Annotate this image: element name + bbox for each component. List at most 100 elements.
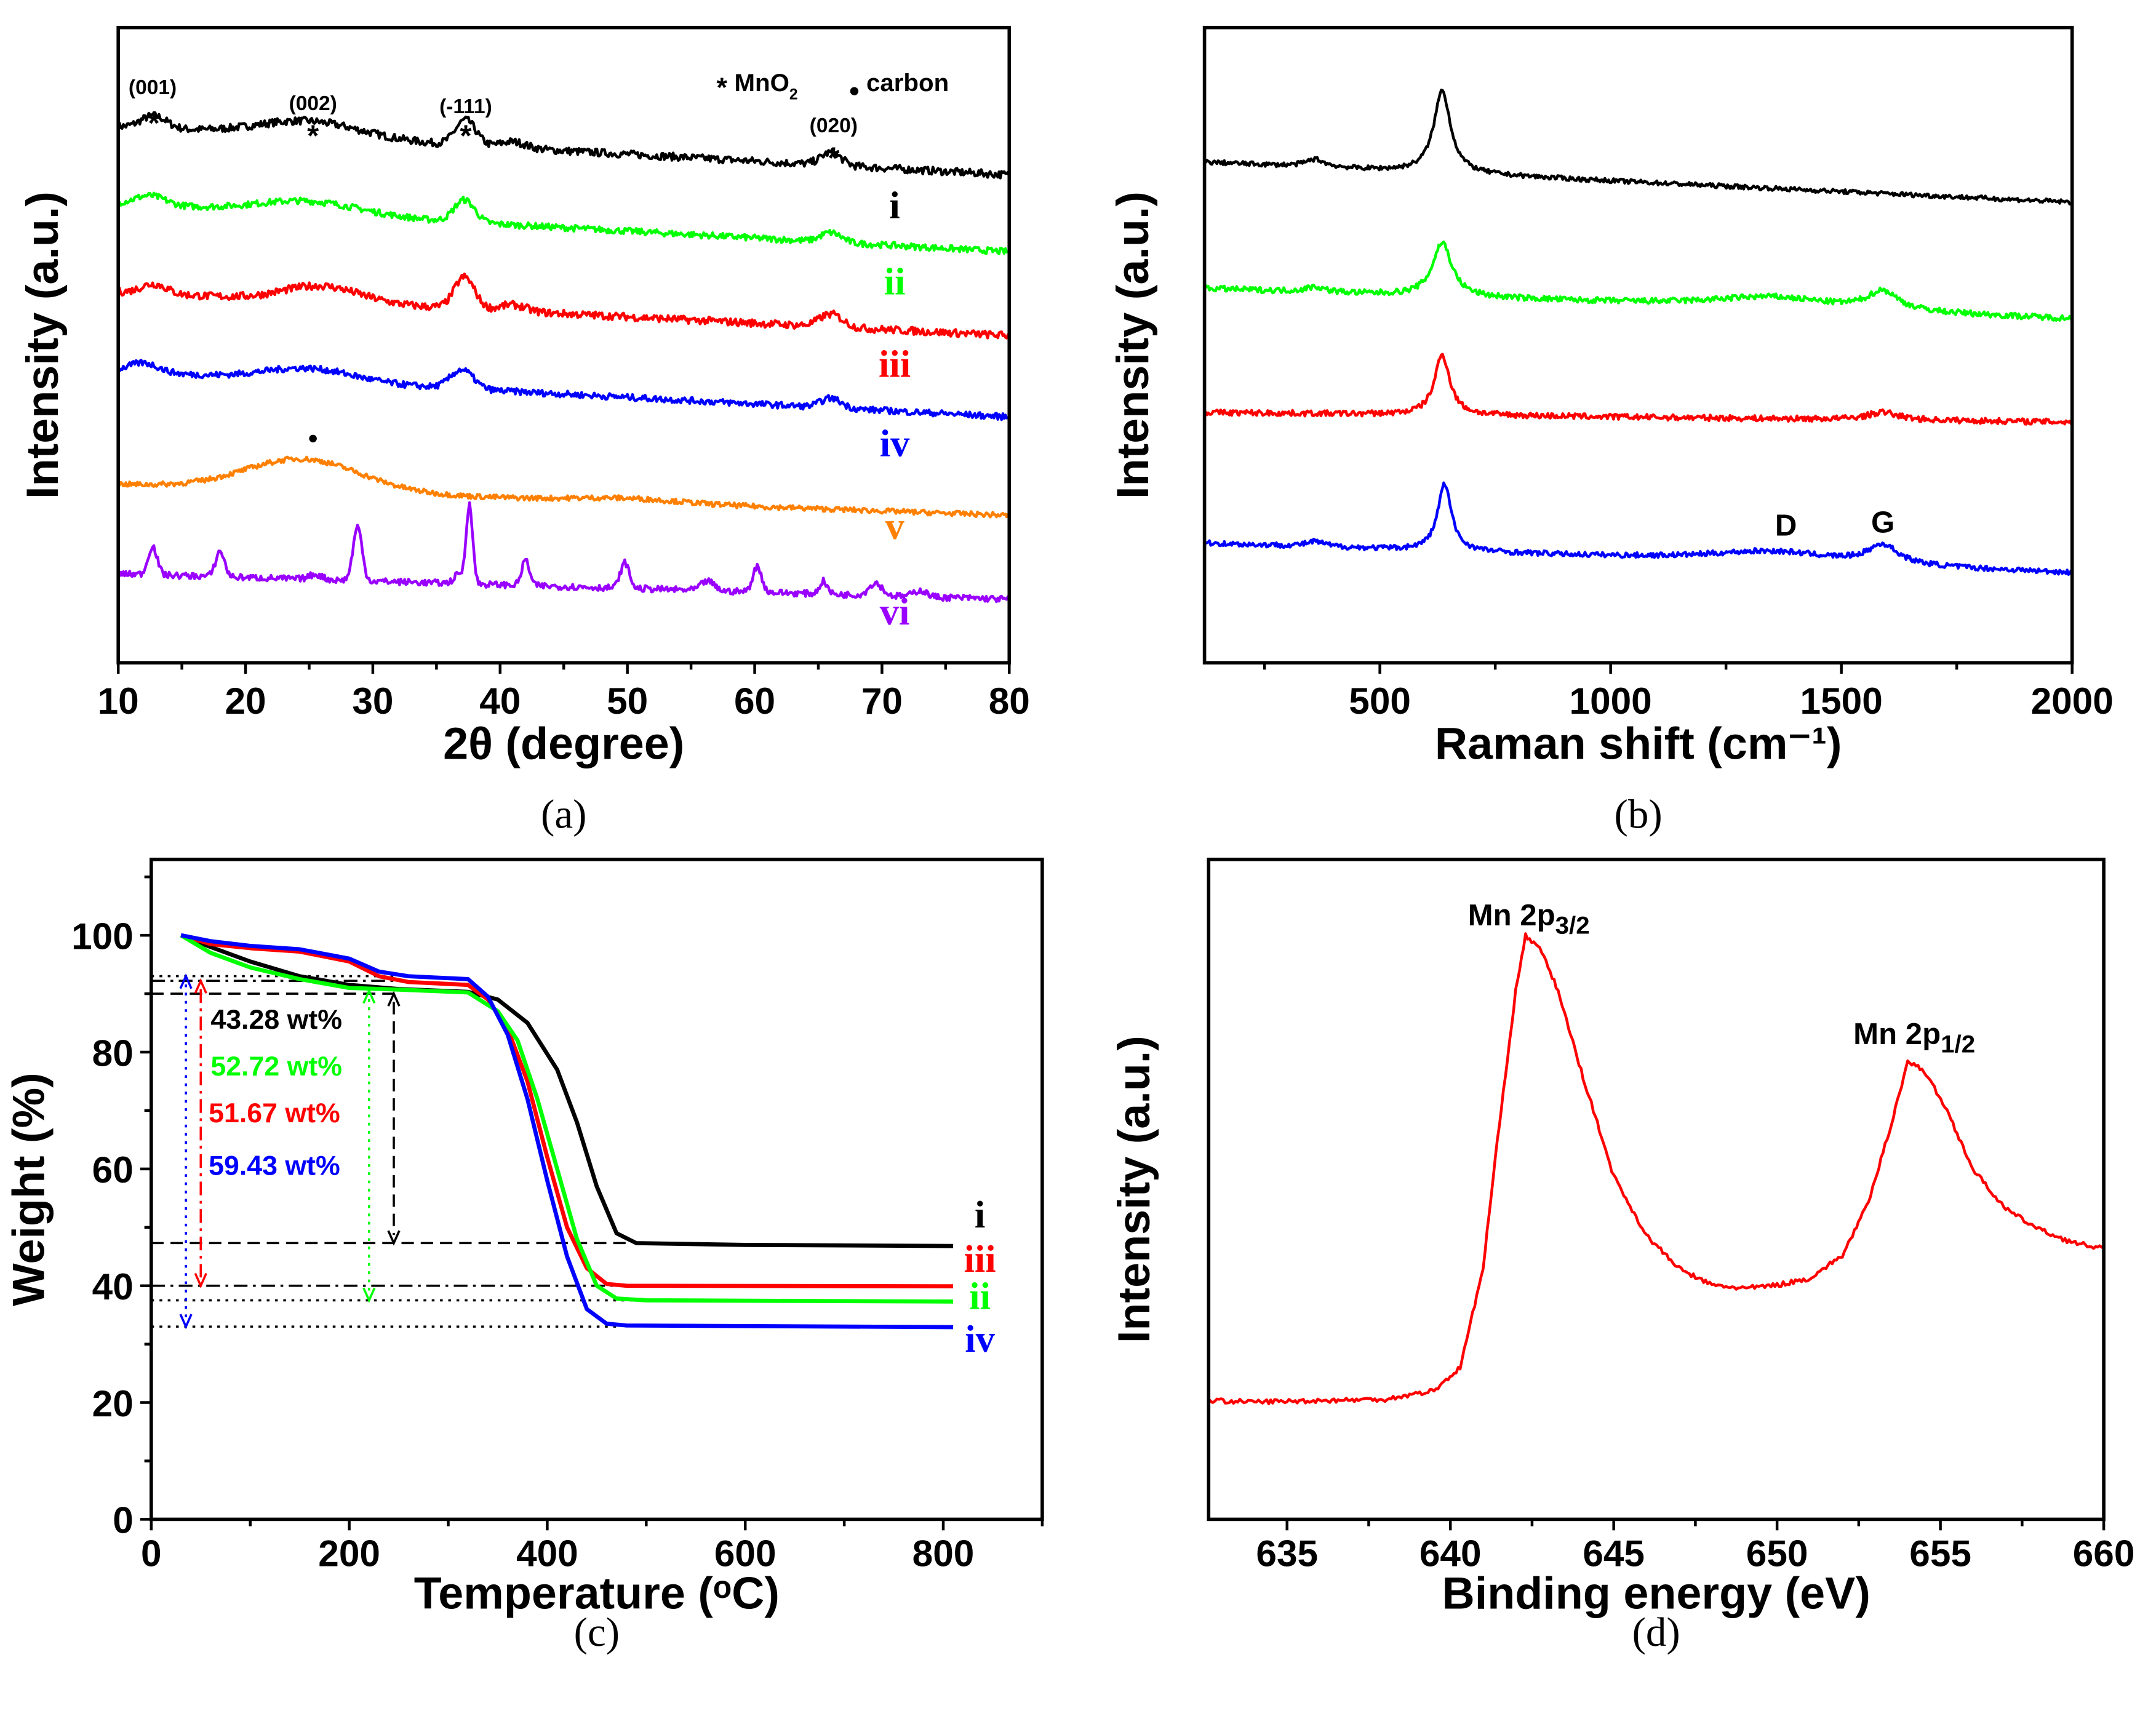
panel-a: 10 20 30 40 50 60 70 80 2θ (degree) Intensity (a.…	[17, 25, 1030, 837]
panel-label: (b)	[1615, 791, 1663, 837]
y-axis-label: Intensity (a.u.)	[1107, 191, 1158, 499]
plot-frame	[116, 25, 1012, 664]
panel-c: 0 200 400 600 800 0 20 40 60 80 100 Temperature (ᵒC…	[3, 857, 1044, 1655]
carbon-marker: ●	[308, 428, 319, 448]
series-line-green	[1204, 240, 2072, 322]
annotation: (-111)	[439, 95, 492, 118]
panel-d: 635 640 645 650 655 660 Binding energy (eV) Int…	[1108, 857, 2135, 1655]
peak-label: Mn 2p1/2	[1853, 1017, 1975, 1058]
y-axis-label: Intensity (a.u.)	[17, 191, 68, 499]
x-axis-label: 2θ (degree)	[443, 718, 684, 769]
annotation: (001)	[129, 76, 177, 99]
series-label: iv	[880, 422, 910, 465]
x-tick-label: 400	[516, 1532, 578, 1574]
arrow-head-down	[194, 1272, 207, 1289]
series-line-v	[118, 455, 1010, 519]
series-label: iii	[964, 1237, 996, 1280]
annotation: (020)	[810, 114, 858, 137]
annotation: 51.67 wt%	[209, 1098, 340, 1128]
arrow-head-down	[179, 1314, 193, 1330]
series-label: i	[975, 1193, 985, 1236]
series-line-black	[1204, 89, 2072, 206]
series-line-iii	[118, 272, 1010, 340]
panel-label: (a)	[541, 791, 586, 837]
y-tick-label: 40	[92, 1266, 134, 1307]
x-tick-label: 70	[861, 680, 903, 722]
annotation: *	[828, 142, 840, 175]
annotation: 52.72 wt%	[210, 1052, 342, 1082]
annotation: *	[460, 119, 472, 153]
y-tick-label: 100	[71, 915, 134, 957]
legend-text: MnO2	[735, 69, 798, 103]
series-label: iii	[879, 343, 911, 386]
x-tick-label: 40	[479, 680, 521, 722]
series-line-vi	[118, 501, 1010, 604]
series-line-ii	[118, 191, 1010, 255]
x-axis-label: Raman shift (cm⁻¹)	[1435, 718, 1842, 769]
series-line-ii	[180, 933, 954, 1304]
annotation: D	[1775, 509, 1797, 543]
annotation: 43.28 wt%	[210, 1005, 342, 1035]
y-axis-label: Intensity (a.u.)	[1108, 1036, 1159, 1343]
series-line-red	[1204, 353, 2072, 426]
x-tick-label: 30	[352, 680, 393, 722]
series-label: ii	[884, 260, 906, 303]
x-tick-label: 600	[714, 1532, 777, 1574]
x-tick-label: 800	[912, 1532, 975, 1574]
annotation: G	[1871, 506, 1894, 540]
series-line-i	[180, 933, 954, 1248]
plot-frame	[1202, 25, 2074, 664]
x-tick-label: 1500	[1800, 680, 1883, 722]
x-tick-label: 660	[2073, 1532, 2135, 1574]
x-tick-label: 80	[989, 680, 1030, 722]
x-axis-label: Temperature (ᵒC)	[414, 1568, 780, 1619]
x-tick-label: 655	[1909, 1532, 1971, 1574]
x-axis-label: Binding energy (eV)	[1442, 1568, 1870, 1619]
series-line-blue	[1204, 481, 2072, 576]
x-tick-label: 50	[607, 680, 648, 722]
annotation: *	[148, 106, 161, 140]
series-label: ii	[969, 1275, 991, 1318]
series-line-iv	[180, 933, 954, 1330]
panel-b: 500 1000 1500 2000 Raman shift (cm⁻¹) Intensi…	[1107, 25, 2114, 837]
x-tick-label: 60	[734, 680, 775, 722]
annotation: *	[307, 119, 319, 153]
arrow-head-down	[362, 1287, 376, 1303]
legend-text: carbon	[866, 69, 949, 97]
y-axis-label: Weight (%)	[3, 1072, 54, 1306]
series-label: vi	[880, 590, 910, 633]
x-tick-label: 645	[1583, 1532, 1645, 1574]
y-tick-label: 20	[92, 1383, 134, 1424]
legend: * MnO2 ● carbon	[716, 69, 949, 103]
x-tick-label: 1000	[1570, 680, 1652, 722]
legend-subscript: 2	[789, 86, 798, 103]
series-label: i	[889, 183, 900, 226]
x-tick-label: 640	[1419, 1532, 1482, 1574]
arrow-head-up	[194, 978, 207, 994]
x-tick-label: 0	[141, 1532, 162, 1574]
y-tick-label: 60	[92, 1149, 134, 1191]
plot-frame	[1207, 857, 2106, 1522]
annotation: 59.43 wt%	[209, 1151, 340, 1181]
legend-marker: *	[716, 73, 727, 103]
peak-label-subscript: 3/2	[1555, 911, 1590, 939]
series-line-Mn 2p	[1208, 932, 2104, 1405]
series-line-i	[118, 111, 1010, 180]
arrow-head-up	[362, 988, 376, 1004]
y-tick-label: 80	[92, 1032, 134, 1074]
series-label: iv	[965, 1317, 995, 1360]
arrow-head-up	[387, 991, 401, 1007]
x-tick-label: 500	[1349, 680, 1411, 722]
arrow-head-up	[179, 973, 193, 989]
peak-label-subscript: 1/2	[1941, 1030, 1975, 1058]
legend-marker: ●	[848, 79, 860, 101]
series-line-iv	[118, 359, 1010, 421]
arrow-head-down	[387, 1230, 401, 1246]
x-tick-label: 10	[98, 680, 139, 722]
x-tick-label: 635	[1256, 1532, 1318, 1574]
x-tick-label: 650	[1746, 1532, 1808, 1574]
peak-label: Mn 2p3/2	[1468, 898, 1590, 939]
x-tick-label: 200	[318, 1532, 380, 1574]
panel-label: (d)	[1632, 1609, 1680, 1655]
